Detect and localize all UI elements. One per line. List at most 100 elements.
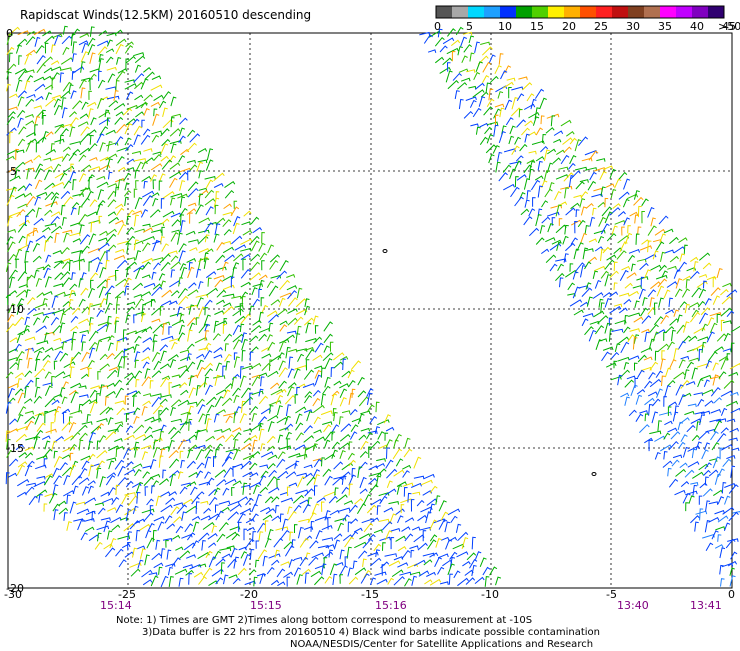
wind-barb <box>171 319 185 327</box>
wind-barb <box>685 381 696 386</box>
colorbar-swatch <box>660 6 677 18</box>
wind-barb <box>87 287 96 298</box>
wind-barb <box>602 165 614 171</box>
wind-barb <box>722 282 732 288</box>
wind-barb <box>105 292 111 305</box>
wind-barb <box>24 379 34 389</box>
wind-barb <box>419 526 432 531</box>
wind-barb <box>59 322 66 334</box>
wind-barb <box>575 181 585 190</box>
wind-barb <box>24 250 30 263</box>
wind-barb <box>54 272 64 280</box>
wind-barb <box>90 272 99 280</box>
wind-barb <box>204 175 216 180</box>
wind-barb <box>288 297 298 307</box>
wind-barb <box>655 241 665 251</box>
wind-barb <box>53 509 59 521</box>
wind-barb <box>51 399 60 405</box>
wind-barb <box>27 307 37 315</box>
wind-barb <box>173 516 183 524</box>
wind-barb <box>628 312 641 317</box>
wind-barb <box>353 527 363 533</box>
wind-barb <box>720 288 729 296</box>
wind-barb <box>170 192 183 198</box>
wind-barb <box>194 428 208 434</box>
wind-barb <box>270 579 280 586</box>
wind-barb <box>162 538 173 542</box>
wind-barb <box>52 503 61 512</box>
wind-barb <box>337 507 351 512</box>
wind-barb <box>222 284 235 291</box>
wind-barb <box>97 79 106 89</box>
wind-barb <box>472 107 482 118</box>
wind-barb <box>613 360 618 369</box>
wind-barb <box>329 341 334 352</box>
wind-barb <box>669 359 677 369</box>
wind-barb <box>28 495 38 506</box>
wind-barb <box>702 533 715 539</box>
wind-barb <box>25 36 36 46</box>
wind-barb <box>214 469 227 478</box>
wind-barb <box>297 526 304 539</box>
wind-barb <box>26 274 35 282</box>
wind-barb <box>14 343 22 352</box>
wind-barb <box>113 423 124 434</box>
wind-barb <box>104 285 115 296</box>
wind-barb <box>196 297 204 307</box>
wind-barb <box>577 219 586 228</box>
wind-barb <box>215 409 226 416</box>
wind-barb <box>535 127 543 136</box>
wind-barb <box>677 314 683 323</box>
wind-barb <box>96 423 104 431</box>
wind-barb <box>249 346 259 354</box>
wind-barb <box>61 277 72 288</box>
wind-barb <box>88 347 96 359</box>
wind-barb <box>186 361 196 372</box>
wind-barb <box>410 499 415 512</box>
wind-barb <box>565 242 576 252</box>
wind-barb <box>143 476 154 486</box>
wind-barb <box>44 397 56 408</box>
wind-barb <box>151 485 156 494</box>
wind-barb <box>613 261 618 272</box>
wind-barb <box>674 489 686 496</box>
wind-barb <box>145 530 152 539</box>
wind-barb <box>62 81 72 92</box>
wind-barb <box>143 66 152 73</box>
wind-barb <box>559 277 564 288</box>
wind-barb <box>242 258 246 271</box>
wind-barb <box>375 549 380 557</box>
wind-barb <box>685 502 689 512</box>
wind-barb <box>50 196 59 208</box>
wind-barb <box>69 126 76 138</box>
wind-barb <box>347 369 355 379</box>
wind-barb <box>303 464 313 469</box>
wind-barb <box>61 338 74 344</box>
wind-barb <box>516 119 526 128</box>
wind-barb <box>644 437 654 444</box>
wind-barb <box>117 179 123 191</box>
wind-barb <box>385 426 395 432</box>
colorbar-swatch <box>676 6 693 18</box>
wind-barb <box>310 520 315 532</box>
wind-barb <box>116 407 126 416</box>
wind-barb <box>133 314 137 324</box>
wind-barb <box>722 348 732 352</box>
wind-barb <box>123 348 128 359</box>
wind-barb <box>623 178 631 190</box>
wind-barb <box>614 178 622 189</box>
wind-barb <box>36 422 46 432</box>
wind-barb <box>180 220 186 233</box>
wind-barb <box>656 285 665 297</box>
wind-barb <box>205 248 214 254</box>
wind-barb <box>671 329 676 341</box>
wind-barb <box>143 108 150 116</box>
wind-barb <box>105 259 110 270</box>
wind-barb <box>51 66 62 72</box>
wind-barb <box>229 503 242 512</box>
wind-barb <box>727 560 738 567</box>
wind-barb <box>652 331 660 342</box>
wind-barb <box>704 400 714 407</box>
wind-barb <box>668 440 679 451</box>
wind-barb <box>422 552 435 557</box>
